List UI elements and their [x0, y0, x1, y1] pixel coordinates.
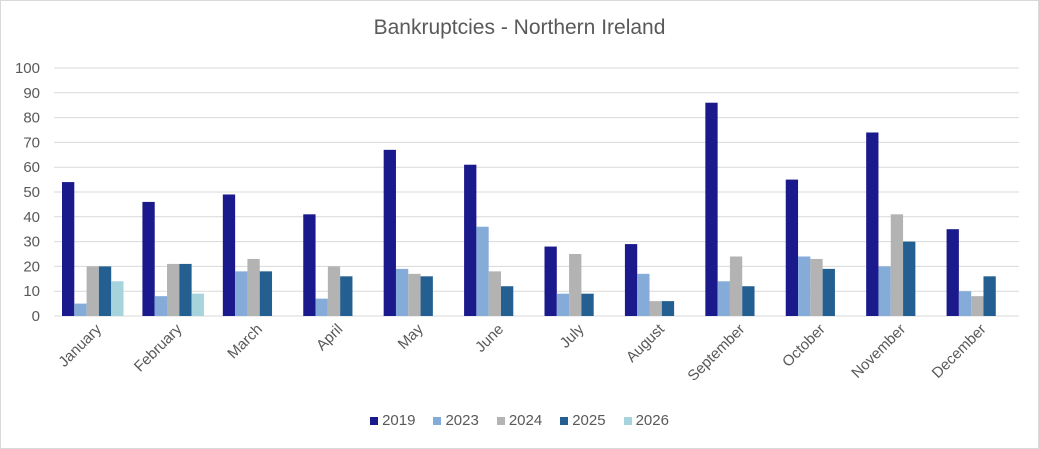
legend-label: 2023 [445, 412, 479, 429]
bar-2024-november [890, 214, 904, 316]
bar-2019-september [705, 102, 718, 316]
legend-swatch [623, 416, 632, 425]
bar-2025-december [983, 276, 996, 316]
legend-label: 2024 [508, 412, 543, 429]
legend-item-2025: 2025 [560, 412, 606, 429]
y-tick-label: 10 [23, 283, 40, 300]
bar-2026-january [111, 281, 124, 316]
bar-2025-april [340, 276, 353, 316]
y-tick-label: 20 [23, 258, 40, 275]
bar-2023-november [878, 266, 891, 316]
bar-2025-july [581, 293, 594, 316]
bar-2026-february [191, 293, 204, 316]
y-tick-label: 0 [32, 308, 40, 325]
x-tick-label: September [684, 321, 748, 385]
bar-2025-november [903, 241, 916, 316]
bar-2025-february [179, 263, 192, 316]
bar-2023-march [235, 271, 248, 316]
bar-2023-april [315, 298, 328, 316]
x-tick-label: January [55, 320, 105, 370]
y-tick-label: 80 [23, 110, 40, 127]
bar-2024-april [327, 266, 341, 316]
y-tick-label: 60 [23, 159, 40, 176]
bar-2023-september [717, 281, 730, 316]
legend: 2019 2023 2024 2025 2026 [0, 412, 1039, 429]
legend-swatch [433, 416, 442, 425]
bar-2023-may [395, 268, 409, 316]
x-tick-label: October [779, 321, 829, 371]
bar-2025-may [420, 276, 433, 316]
bar-2023-february [154, 296, 168, 316]
bar-2024-january [86, 266, 99, 316]
bar-2019-april [303, 214, 316, 316]
x-tick-label: March [224, 321, 265, 362]
x-tick-label: November [848, 321, 909, 382]
bar-2024-december [971, 296, 984, 316]
bar-2023-august [637, 273, 650, 316]
y-tick-label: 70 [23, 134, 40, 151]
x-tick-label: December [929, 321, 990, 382]
bar-2023-july [556, 293, 570, 316]
legend-item-2023: 2023 [433, 412, 479, 429]
y-tick-label: 30 [23, 234, 40, 251]
bar-2019-may [383, 149, 396, 316]
x-tick-label: July [557, 320, 588, 351]
y-tick-label: 90 [23, 85, 40, 102]
legend-label: 2026 [635, 412, 669, 429]
legend-item-2026: 2026 [623, 412, 669, 429]
x-tick-label: April [313, 321, 346, 354]
bar-2024-august [649, 301, 662, 316]
bar-2019-february [142, 201, 155, 316]
bar-2019-november [866, 132, 879, 316]
x-tick-label: August [623, 320, 669, 366]
bar-2024-july [569, 254, 582, 316]
legend-item-2024: 2024 [496, 412, 543, 429]
bar-2023-june [476, 226, 489, 316]
bar-2024-february [167, 263, 180, 316]
bar-2024-march [247, 258, 260, 316]
bar-2019-june [464, 164, 477, 316]
chart-title: Bankruptcies - Northern Ireland [373, 16, 666, 39]
y-tick-label: 50 [23, 184, 40, 201]
x-tick-label: February [131, 320, 186, 375]
bar-2023-december [958, 291, 972, 316]
bar-2025-august [661, 301, 675, 316]
bar-2019-october [785, 179, 799, 316]
bar-2025-june [500, 286, 514, 316]
bar-2023-january [74, 303, 87, 316]
x-tick-label: May [395, 320, 427, 352]
bar-2025-september [742, 286, 755, 316]
legend-label: 2025 [572, 412, 606, 429]
bar-2019-march [222, 194, 236, 316]
bar-2019-january [62, 182, 75, 316]
legend-swatch [560, 416, 569, 425]
bar-2019-december [946, 229, 959, 316]
bar-2019-august [624, 244, 638, 316]
bar-2019-july [544, 246, 557, 316]
bar-2025-october [822, 268, 835, 316]
legend-swatch [496, 416, 505, 425]
legend-swatch [370, 416, 379, 425]
legend-item-2019: 2019 [370, 412, 415, 429]
bar-2024-may [408, 273, 421, 316]
x-tick-label: June [472, 321, 507, 356]
bar-2025-january [98, 266, 112, 316]
y-tick-label: 100 [15, 60, 40, 77]
legend-label: 2019 [382, 412, 416, 429]
bar-2024-october [810, 258, 823, 316]
y-tick-label: 40 [23, 209, 40, 226]
bar-2025-march [259, 271, 273, 316]
bar-2024-september [729, 256, 743, 316]
bar-2023-october [798, 256, 811, 316]
bar-2024-june [488, 271, 501, 316]
